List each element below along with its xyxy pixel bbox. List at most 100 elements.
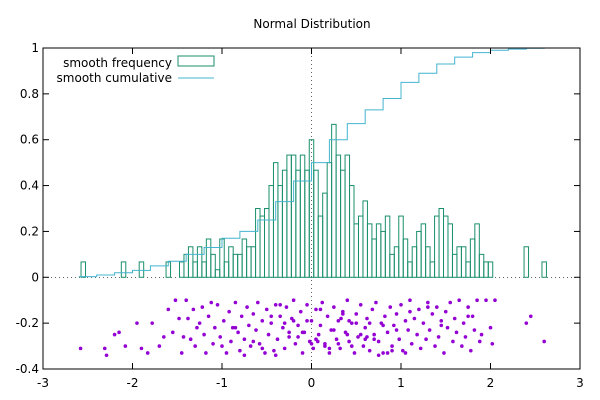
- scatter-point: [461, 321, 466, 325]
- scatter-point: [296, 323, 300, 328]
- histogram-bar: [469, 238, 476, 278]
- histogram-bar: [371, 238, 377, 278]
- scatter-point: [472, 328, 477, 332]
- scatter-point: [227, 309, 231, 314]
- scatter-point: [300, 351, 305, 355]
- scatter-point: [284, 305, 289, 309]
- scatter-point: [383, 314, 387, 319]
- scatter-point: [332, 328, 336, 332]
- scatter-point: [452, 316, 457, 321]
- scatter-point: [493, 298, 497, 303]
- scatter-point: [278, 314, 282, 319]
- scatter-point: [296, 335, 300, 339]
- scatter-point: [197, 321, 202, 325]
- histogram-bar: [443, 215, 449, 278]
- scatter-point: [454, 330, 459, 335]
- scatter-point: [184, 298, 188, 303]
- scatter-point: [318, 323, 323, 328]
- scatter-point: [251, 312, 256, 316]
- scatter-point: [358, 303, 363, 307]
- scatter-point: [426, 305, 430, 309]
- y-tick-label: -0.2: [16, 316, 39, 330]
- histogram-bar: [380, 230, 386, 278]
- histogram-bar: [465, 261, 471, 278]
- x-tick-label: 3: [576, 376, 584, 390]
- histogram-bar: [281, 169, 288, 278]
- histogram-bar: [541, 261, 547, 278]
- scatter-point: [314, 307, 318, 312]
- scatter-point: [430, 312, 435, 316]
- scatter-point: [341, 312, 345, 316]
- histogram-bar: [237, 253, 243, 278]
- scatter-point: [251, 339, 256, 344]
- scatter-point: [315, 339, 320, 344]
- scatter-point: [104, 353, 109, 358]
- histogram-bar: [362, 200, 368, 278]
- scatter-point: [439, 319, 444, 323]
- scatter-point: [339, 316, 343, 321]
- legend: smooth frequency smooth cumulative: [57, 55, 215, 85]
- scatter-point: [242, 337, 247, 341]
- scatter-point: [460, 344, 464, 348]
- scatter-point: [445, 325, 450, 330]
- scatter-point: [325, 314, 330, 319]
- legend-swatch-frequency: [177, 55, 215, 67]
- histogram-bar: [205, 238, 212, 278]
- scatter-point: [334, 337, 339, 341]
- histogram-bar: [299, 154, 306, 278]
- scatter-point: [376, 339, 381, 344]
- x-axis-ticks: -3 -2 -1 0 1 2 3: [37, 48, 584, 390]
- x-tick-label: -2: [127, 376, 139, 390]
- scatter-point: [435, 305, 439, 309]
- scatter-point: [300, 330, 305, 335]
- scatter-point: [209, 300, 214, 305]
- scatter-point: [399, 303, 403, 307]
- y-tick-label: 0.8: [20, 87, 39, 101]
- scatter-point: [394, 328, 399, 332]
- scatter-point: [457, 298, 461, 303]
- x-tick-label: 2: [487, 376, 495, 390]
- histogram-bar: [214, 269, 221, 278]
- histogram-bar: [456, 246, 462, 278]
- scatter-point: [424, 337, 428, 341]
- histogram-bar: [259, 215, 266, 278]
- scatter-point: [272, 348, 276, 353]
- histogram-bar: [331, 123, 337, 278]
- scatter-point: [479, 332, 484, 337]
- scatter-point: [406, 328, 410, 332]
- histogram-bar: [246, 246, 252, 278]
- scatter-point: [220, 344, 224, 348]
- scatter-point: [358, 332, 363, 337]
- scatter-point: [242, 353, 247, 358]
- scatter-point: [269, 314, 274, 319]
- scatter-point: [247, 323, 251, 328]
- y-tick-label: -0.4: [16, 362, 39, 376]
- scatter-point: [427, 328, 432, 332]
- histogram-bar: [416, 230, 422, 278]
- histogram-bar: [187, 246, 194, 278]
- histogram-bar: [384, 215, 391, 278]
- scatter-point: [193, 344, 197, 348]
- scatter-point: [349, 344, 354, 348]
- scatter-point: [327, 346, 332, 351]
- scatter-point: [206, 314, 211, 319]
- legend-label-frequency: smooth frequency: [63, 56, 172, 70]
- scatter-point: [354, 321, 359, 325]
- scatter-point: [255, 300, 260, 305]
- scatter-point: [264, 307, 269, 312]
- histogram-bar: [250, 246, 257, 278]
- scatter-point: [433, 344, 437, 348]
- scatter-point: [117, 330, 121, 335]
- scatter-point: [266, 332, 271, 337]
- histogram-bar: [353, 223, 359, 278]
- scatter-point: [442, 351, 446, 355]
- scatter-point: [403, 319, 408, 323]
- scatter-point: [490, 341, 495, 346]
- scatter-point: [323, 344, 327, 348]
- frequency-histogram: [80, 123, 547, 278]
- scatter-point: [392, 323, 396, 328]
- scatter-point: [233, 325, 238, 330]
- histogram-bar: [447, 223, 453, 278]
- scatter-point: [390, 348, 394, 353]
- scatter-point: [150, 321, 154, 325]
